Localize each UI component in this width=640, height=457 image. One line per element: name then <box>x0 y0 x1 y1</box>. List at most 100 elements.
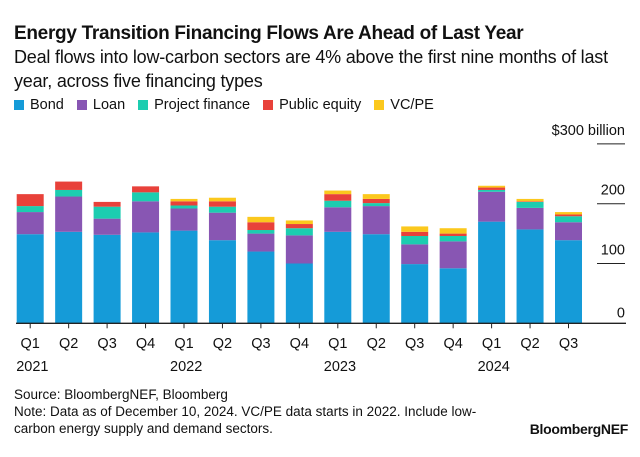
legend-label: Bond <box>30 97 64 113</box>
y-tick-label: 100 <box>601 243 625 259</box>
bar-segment-public-equity <box>247 222 275 231</box>
bar-segment-bond <box>247 251 275 324</box>
x-tick-label: Q2 <box>59 336 78 352</box>
bar-segment-bond <box>439 268 467 324</box>
brand-logo: BloombergNEF <box>529 421 629 437</box>
bar-segment-vc-pe <box>439 228 467 234</box>
legend-swatch <box>374 100 385 110</box>
bar-segment-loan <box>93 218 121 235</box>
source-text: Source: BloombergNEF, Bloomberg <box>14 387 228 402</box>
bar-segment-project-finance <box>439 235 467 242</box>
bar-segment-project-finance <box>170 205 198 209</box>
bar-segment-loan <box>324 207 352 232</box>
legend-item: Bond <box>14 97 64 113</box>
bar-segment-vc-pe <box>516 198 544 202</box>
legend-label: Public equity <box>279 97 362 113</box>
bar-segment-project-finance <box>208 206 236 213</box>
bar-segment-public-equity <box>93 201 121 207</box>
legend-swatch <box>263 100 274 110</box>
bar-segment-vc-pe <box>170 198 198 202</box>
bar-segment-loan <box>555 222 582 241</box>
legend-item: Public equity <box>263 97 361 113</box>
bar-segment-bond <box>132 232 160 324</box>
legend-item: VC/PE <box>374 97 434 113</box>
bar-segment-vc-pe <box>208 197 236 202</box>
chart-title: Energy Transition Financing Flows Are Ah… <box>14 23 524 44</box>
bar-segment-bond <box>478 221 506 324</box>
x-tick-label: Q1 <box>174 336 193 352</box>
x-tick-label: Q3 <box>251 336 270 352</box>
bar-segment-project-finance <box>55 189 83 197</box>
bar-segment-vc-pe <box>555 212 582 215</box>
legend-item: Loan <box>76 97 125 113</box>
bar-segment-public-equity <box>16 194 44 207</box>
bar-segment-public-equity <box>285 224 313 229</box>
x-tick-year-label: 2021 <box>16 359 48 375</box>
bar-segment-public-equity <box>516 201 544 202</box>
bar-segment-vc-pe <box>478 185 506 188</box>
y-tick-label: 0 <box>617 305 625 321</box>
bar-segment-public-equity <box>55 181 83 190</box>
bar-segment-project-finance <box>401 235 429 245</box>
bar-segment-public-equity <box>324 194 352 201</box>
bar-segment-project-finance <box>285 228 313 236</box>
legend-swatch <box>76 100 87 110</box>
bar-segment-loan <box>285 235 313 264</box>
bar-segment-loan <box>401 244 429 265</box>
bar-segment-loan <box>16 212 44 235</box>
bar-segment-vc-pe <box>247 216 275 223</box>
bar-segment-public-equity <box>170 201 198 206</box>
bar-segment-bond <box>170 230 198 324</box>
x-tick-label: Q4 <box>136 336 155 352</box>
bar-segment-bond <box>208 240 236 324</box>
bar-segment-public-equity <box>439 233 467 236</box>
bar-segment-public-equity <box>401 231 429 236</box>
legend: Bond Loan Project finance Public equity VC/P… <box>14 97 434 113</box>
bar-segment-project-finance <box>555 216 582 223</box>
legend-swatch <box>138 100 149 110</box>
bar-segment-public-equity <box>555 214 582 217</box>
bar-segment-project-finance <box>324 200 352 208</box>
bar-segment-loan <box>516 207 544 230</box>
legend-item: Project finance <box>138 97 250 113</box>
bar-segment-public-equity <box>132 186 160 193</box>
bar-segment-bond <box>93 234 121 324</box>
bar-segment-bond <box>55 231 83 324</box>
bar-segment-bond <box>516 229 544 324</box>
x-tick-label: Q1 <box>482 336 501 352</box>
bar-segment-vc-pe <box>324 190 352 195</box>
x-tick-label: Q2 <box>520 336 539 352</box>
bar-segment-bond <box>555 240 582 324</box>
bar-segment-bond <box>285 263 313 324</box>
bar-segment-loan <box>208 212 236 241</box>
y-tick-label: $300 billion <box>552 123 625 139</box>
bar-segment-project-finance <box>247 230 275 234</box>
x-tick-label: Q1 <box>328 336 347 352</box>
bar-segment-vc-pe <box>362 194 390 199</box>
bar-segment-loan <box>247 233 275 252</box>
bar-segment-project-finance <box>362 203 390 207</box>
x-tick-label: Q2 <box>213 336 232 352</box>
bar-segment-loan <box>132 201 160 233</box>
bar-segment-loan <box>439 241 467 269</box>
x-tick-label: Q3 <box>405 336 424 352</box>
x-tick-label: Q3 <box>559 336 578 352</box>
note-text: Note: Data as of December 10, 2024. VC/P… <box>14 404 477 436</box>
bar-segment-project-finance <box>516 201 544 208</box>
bar-segment-public-equity <box>362 198 390 204</box>
x-tick-year-label: 2024 <box>478 359 510 375</box>
chart-subtitle: Deal flows into low-carbon sectors are 4… <box>14 47 608 91</box>
x-tick-year-label: 2023 <box>324 359 356 375</box>
footnotes: Source: BloombergNEF, Bloomberg Note: Da… <box>14 386 494 437</box>
bar-segment-project-finance <box>93 206 121 219</box>
bar-segment-vc-pe <box>401 226 429 232</box>
legend-label: Project finance <box>154 97 251 113</box>
bar-segment-bond <box>16 234 44 324</box>
x-tick-label: Q1 <box>21 336 40 352</box>
bar-segment-loan <box>170 208 198 231</box>
bar-segment-loan <box>362 206 390 235</box>
bar-segment-project-finance <box>16 206 44 213</box>
x-tick-year-label: 2022 <box>170 359 202 375</box>
bar-segment-vc-pe <box>285 220 313 225</box>
